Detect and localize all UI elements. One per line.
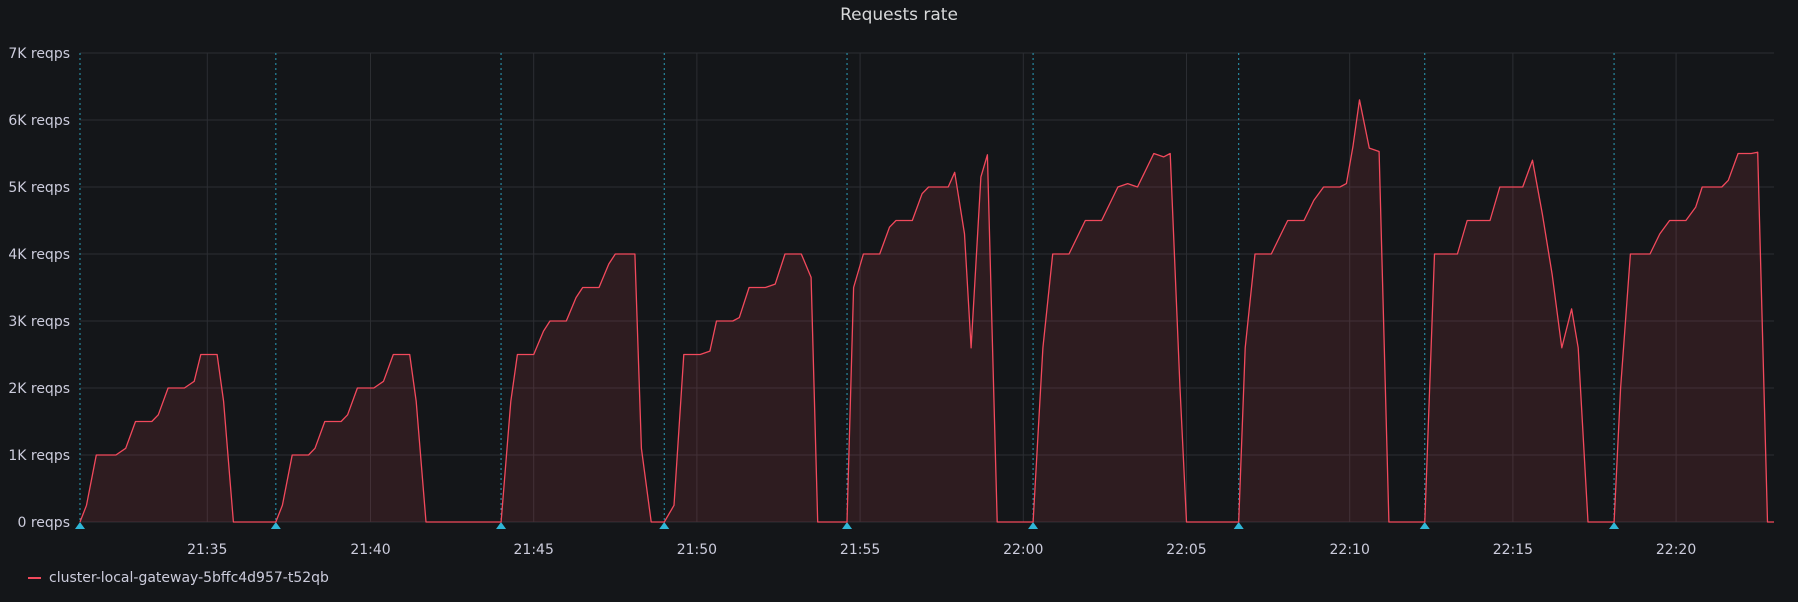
x-tick-label: 21:50 — [677, 542, 717, 558]
y-tick-label: 5K reqps — [8, 180, 70, 196]
y-tick-label: 2K reqps — [8, 381, 70, 397]
annotation-marker — [270, 522, 281, 529]
annotation-marker — [1233, 522, 1244, 529]
y-tick-label: 3K reqps — [8, 314, 70, 330]
y-tick-label: 1K reqps — [8, 448, 70, 464]
annotation-marker — [1028, 522, 1039, 529]
x-tick-label: 21:40 — [350, 542, 390, 558]
legend[interactable]: cluster-local-gateway-5bffc4d957-t52qb — [28, 570, 329, 586]
x-tick-label: 22:00 — [1003, 542, 1043, 558]
y-tick-label: 4K reqps — [8, 247, 70, 263]
x-tick-label: 22:15 — [1493, 542, 1533, 558]
x-tick-label: 22:05 — [1166, 542, 1206, 558]
y-tick-label: 7K reqps — [8, 46, 70, 62]
annotation-marker — [1419, 522, 1430, 529]
x-tick-label: 21:35 — [187, 542, 227, 558]
x-tick-label: 22:10 — [1330, 542, 1370, 558]
chart-title: Requests rate — [840, 5, 958, 25]
annotation-marker — [496, 522, 507, 529]
x-tick-label: 21:45 — [514, 542, 554, 558]
legend-swatch — [28, 577, 41, 579]
x-tick-label: 21:55 — [840, 542, 880, 558]
legend-label[interactable]: cluster-local-gateway-5bffc4d957-t52qb — [49, 570, 329, 586]
annotation-marker — [659, 522, 670, 529]
x-tick-label: 22:20 — [1656, 542, 1696, 558]
series-line — [79, 99, 1774, 523]
series-area — [80, 99, 1774, 523]
annotation-marker — [1609, 522, 1620, 529]
annotation-marker — [75, 522, 85, 529]
y-tick-label: 6K reqps — [8, 113, 70, 129]
y-tick-label: 0 reqps — [18, 515, 71, 531]
annotation-marker — [842, 522, 853, 529]
